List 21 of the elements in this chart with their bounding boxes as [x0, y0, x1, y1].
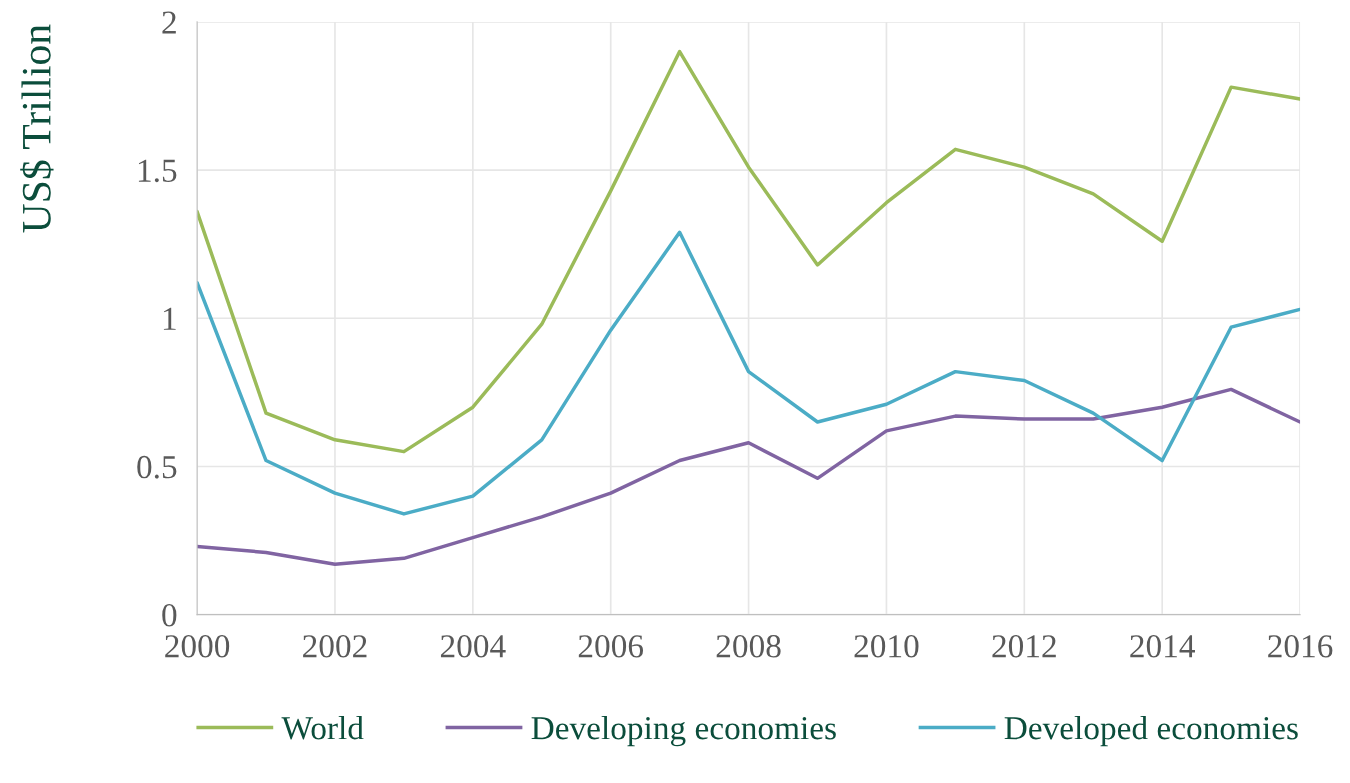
line-series	[197, 387, 1301, 567]
x-tick-label: 2004	[440, 635, 506, 658]
line-series	[197, 230, 1301, 516]
x-tick-label: 2012	[992, 635, 1056, 658]
y-tick-label: 0.5	[137, 455, 177, 479]
y-tick-label: 1	[163, 307, 176, 330]
y-tick-label: 0	[162, 604, 177, 627]
x-tick-label: 2016	[1268, 635, 1333, 658]
x-tick-label: 2008	[716, 635, 781, 658]
y-tick-label: 1.5	[138, 159, 177, 183]
line-series	[197, 49, 1301, 454]
legend-label: Developed economies	[1004, 715, 1298, 747]
legend-label: World	[281, 715, 364, 740]
x-tick-label: 2000	[165, 635, 230, 658]
y-tick-label: 2	[162, 11, 176, 34]
x-tick-label: 2014	[1130, 635, 1195, 658]
x-tick-label: 2002	[303, 635, 367, 658]
y-axis-title: US$ Trillion	[20, 24, 54, 233]
x-tick-label: 2006	[578, 635, 644, 658]
x-tick-label: 2010	[854, 635, 919, 658]
legend-label: Developing economies	[531, 715, 836, 747]
